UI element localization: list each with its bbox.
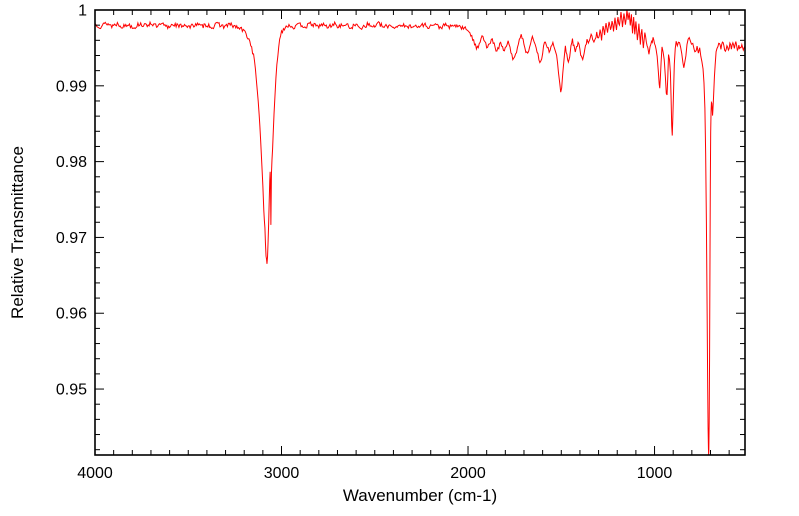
x-tick-label: 4000	[77, 465, 113, 482]
y-tick-label: 1	[78, 3, 87, 20]
x-tick-label: 3000	[264, 465, 300, 482]
x-tick-label: 2000	[450, 465, 486, 482]
x-axis-title: Wavenumber (cm-1)	[342, 486, 498, 505]
plot-frame	[94, 9, 746, 456]
spectrum-trace-group	[95, 10, 745, 455]
y-tick-label: 0.97	[56, 230, 87, 247]
tick-labels: 4000 3000 2000 1000 0.95 0.96 0.97 0.98 0.99 1	[56, 3, 673, 483]
axis-ticks	[94, 9, 745, 455]
spectrum-trace	[95, 10, 745, 455]
y-axis-title: Relative Transmittance	[8, 146, 27, 319]
y-tick-label: 0.99	[56, 78, 87, 95]
y-tick-label: 0.98	[56, 154, 87, 171]
y-tick-label: 0.95	[56, 382, 87, 399]
x-tick-label: 1000	[637, 465, 673, 482]
y-tick-label: 0.96	[56, 306, 87, 323]
